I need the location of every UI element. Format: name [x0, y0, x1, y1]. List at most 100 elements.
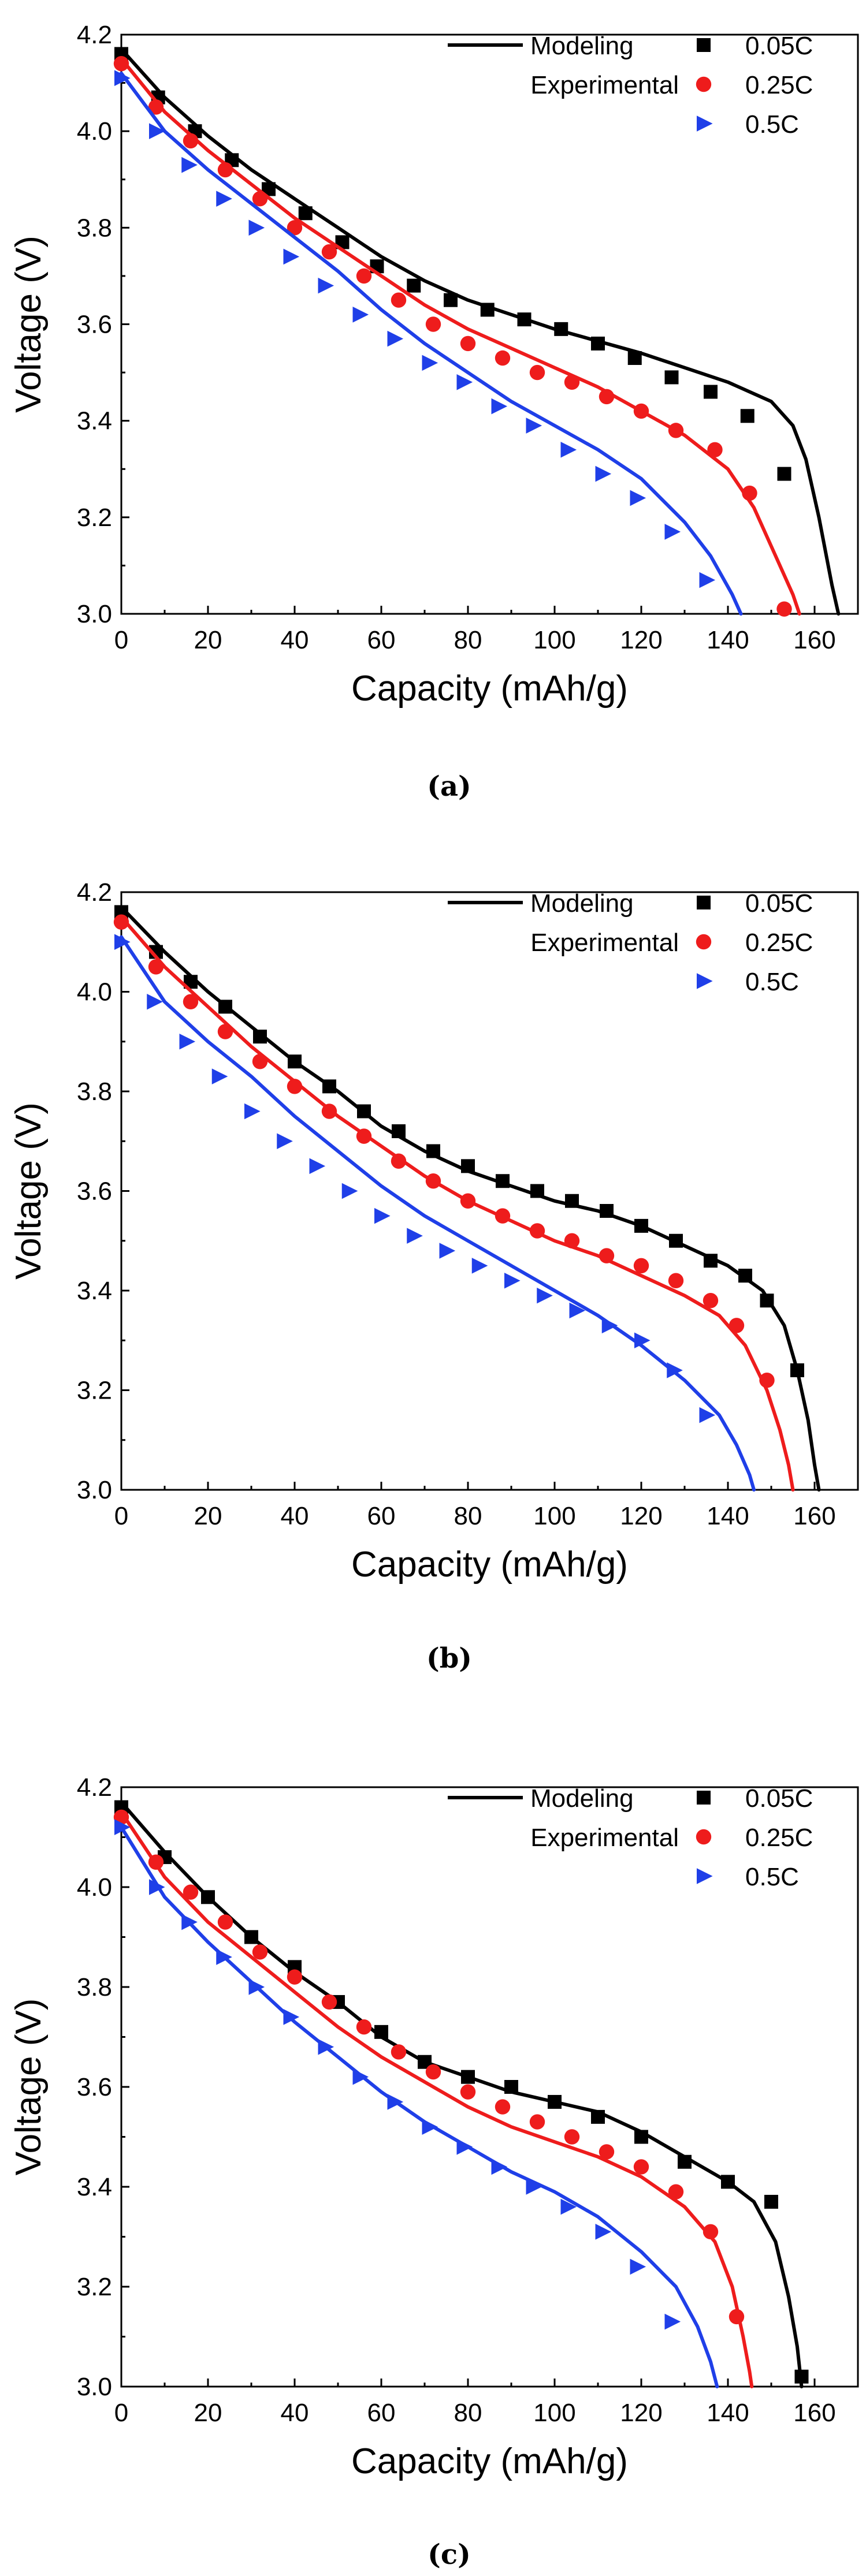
data-point-0.25C — [391, 2044, 407, 2060]
data-point-0.25C — [703, 1293, 719, 1308]
y-axis-title: Voltage (V) — [9, 1102, 49, 1280]
data-point-0.25C — [148, 959, 164, 975]
model-line-0.25C — [120, 57, 801, 616]
data-point-0.25C — [529, 364, 545, 381]
data-point-0.5C — [601, 1317, 618, 1334]
data-point-0.5C — [318, 277, 334, 294]
x-tick-label: 0 — [114, 626, 128, 654]
data-point-0.5C — [181, 156, 198, 173]
chart-panel-1: 0 20 40 60 80 100 120 140 160 3.0 3.2 3.4 3.6 3.8 4.0 4… — [9, 21, 859, 803]
data-point-0.05C — [600, 1204, 614, 1218]
legend-modeling-label: Modeling — [530, 889, 634, 918]
x-tick-label: 0 — [114, 2399, 128, 2427]
data-point-0.5C — [422, 2119, 438, 2135]
data-point-0.05C — [530, 1184, 544, 1198]
data-point-0.5C — [667, 1362, 683, 1378]
data-point-0.5C — [149, 1879, 165, 1895]
data-point-0.05C — [201, 1890, 215, 1904]
data-point-0.25C — [729, 1318, 745, 1333]
y-tick-label: 3.6 — [77, 311, 112, 339]
x-tick-label: 120 — [620, 2399, 662, 2427]
y-tick-label: 4.2 — [77, 878, 112, 907]
legend-marker-0.5C — [697, 973, 713, 989]
data-point-0.05C — [288, 1054, 302, 1069]
data-point-0.25C — [703, 2224, 719, 2240]
legend-marker-0.25C — [696, 1829, 712, 1845]
legend-marker-0.25C — [696, 76, 712, 92]
data-point-0.5C — [277, 1133, 293, 1150]
data-point-0.25C — [113, 55, 129, 72]
x-tick-label: 100 — [533, 1502, 575, 1530]
x-axis-title: Capacity (mAh/g) — [351, 669, 628, 709]
data-point-0.25C — [495, 1208, 511, 1224]
data-point-0.5C — [114, 70, 131, 87]
x-tick-label: 140 — [707, 626, 749, 654]
data-point-0.25C — [287, 1079, 303, 1094]
data-point-0.5C — [630, 490, 646, 506]
data-point-0.05C — [218, 1000, 232, 1014]
legend-series-label: 0.25C — [745, 929, 813, 957]
data-point-0.25C — [742, 485, 757, 501]
data-point-0.5C — [456, 374, 473, 390]
data-point-0.25C — [252, 191, 268, 207]
data-point-0.05C — [554, 322, 568, 336]
data-point-0.25C — [599, 1248, 615, 1263]
data-point-0.05C — [591, 336, 605, 351]
data-point-0.5C — [114, 934, 131, 950]
data-point-0.05C — [504, 2080, 518, 2094]
y-tick-label: 3.0 — [77, 2373, 112, 2401]
data-point-0.5C — [634, 1332, 651, 1349]
x-tick-label: 40 — [281, 1502, 309, 1530]
x-tick-label: 80 — [454, 626, 482, 654]
model-line-0.25C — [120, 1810, 754, 2388]
data-point-0.25C — [183, 133, 199, 149]
data-point-0.25C — [599, 2144, 615, 2160]
data-point-0.25C — [287, 220, 303, 236]
data-point-0.5C — [283, 2009, 300, 2025]
data-point-0.25C — [776, 601, 792, 617]
chart-panel-2: 0 20 40 60 80 100 120 140 160 3.0 3.2 3.4 3.6 3.8 4.0 4… — [9, 878, 859, 1675]
data-point-0.25C — [633, 403, 649, 419]
data-point-0.25C — [183, 994, 199, 1009]
data-point-0.05C — [627, 351, 642, 366]
legend: Modeling Experimental 0.05C 0.25C 0.5C — [448, 32, 813, 139]
data-point-0.25C — [564, 374, 580, 390]
legend-marker-0.05C — [697, 38, 711, 52]
x-tick-label: 80 — [454, 1502, 482, 1530]
data-point-0.25C — [759, 1373, 775, 1388]
data-point-0.5C — [179, 1033, 196, 1050]
data-point-0.5C — [595, 465, 612, 482]
data-point-0.25C — [183, 1884, 199, 1900]
y-tick-label: 3.2 — [77, 2273, 112, 2301]
data-point-0.05C — [461, 1159, 475, 1173]
data-point-0.05C — [760, 1293, 774, 1308]
y-tick-label: 4.0 — [77, 1873, 112, 1902]
data-point-0.05C — [253, 1030, 267, 1044]
y-tick-label: 4.2 — [77, 1773, 112, 1802]
y-tick-label: 4.2 — [77, 21, 112, 49]
data-point-0.5C — [560, 2198, 577, 2215]
data-point-0.05C — [496, 1174, 510, 1188]
y-tick-label: 3.4 — [77, 2173, 112, 2201]
model-line-0.5C — [120, 935, 756, 1492]
x-tick-label: 140 — [707, 2399, 749, 2427]
data-point-0.25C — [321, 244, 337, 260]
model-line-0.05C — [120, 1800, 804, 2388]
data-point-0.5C — [504, 1272, 521, 1289]
legend-marker-0.25C — [696, 934, 712, 950]
data-point-0.5C — [244, 1103, 261, 1120]
panel-caption: (a) — [427, 770, 471, 803]
data-point-0.25C — [460, 2084, 476, 2100]
x-tick-label: 40 — [281, 2399, 309, 2427]
data-point-0.5C — [407, 1228, 423, 1244]
data-point-0.05C — [777, 467, 791, 481]
legend-series-label: 0.5C — [745, 110, 799, 139]
legend-series-label: 0.5C — [745, 1863, 799, 1891]
data-point-0.05C — [664, 370, 679, 385]
y-tick-label: 3.0 — [77, 1476, 112, 1504]
data-point-0.05C — [461, 2070, 475, 2084]
data-point-0.05C — [704, 1254, 718, 1268]
x-tick-label: 60 — [367, 1502, 396, 1530]
data-point-0.5C — [569, 1302, 586, 1319]
legend-marker-0.05C — [697, 1791, 711, 1805]
